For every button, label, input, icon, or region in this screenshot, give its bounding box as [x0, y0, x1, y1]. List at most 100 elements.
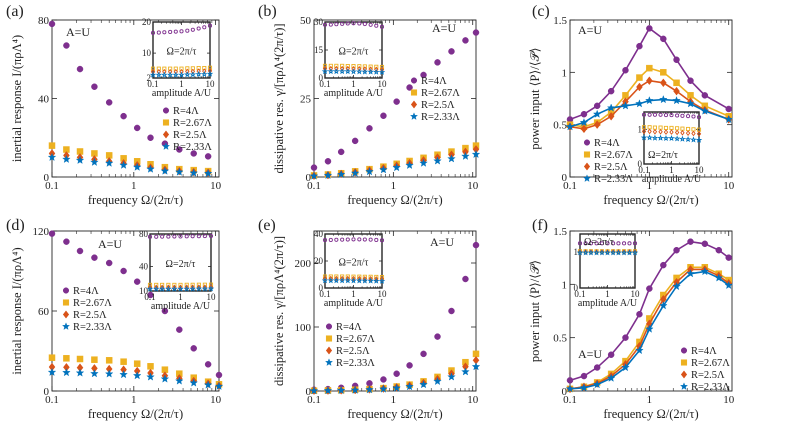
legend-marker: [62, 322, 70, 330]
data-point: [328, 275, 333, 282]
y-tick-label: 0: [562, 172, 568, 184]
data-point: [334, 65, 339, 72]
data-point: [687, 77, 694, 84]
inset-annotation: Ω=2π/τ: [648, 150, 678, 161]
series-circle: [150, 23, 213, 35]
data-point: [724, 280, 733, 290]
panel-a: (a) 0.1 1 10 0 40 80 frequency Ω/(2π/τ) inertial…: [6, 3, 222, 207]
data-point: [593, 102, 601, 110]
legend-marker: [325, 335, 333, 342]
panel-label: (a): [6, 3, 24, 20]
data-point: [132, 371, 142, 380]
data-point: [165, 285, 172, 292]
data-point: [405, 160, 414, 169]
data-point: [660, 35, 667, 43]
data-point: [104, 158, 114, 167]
annotation-amplitude: A=U: [432, 21, 456, 35]
inset-x-axis-label: amplitude A/U: [151, 301, 211, 312]
data-point: [583, 241, 588, 246]
data-point: [374, 237, 379, 242]
legend-entry: R=4Λ: [594, 138, 620, 149]
x-tick-label: 1: [647, 180, 653, 192]
data-point: [204, 153, 212, 160]
data-point: [379, 64, 385, 70]
series-star: [321, 68, 386, 75]
data-point: [162, 30, 167, 35]
data-point: [357, 66, 362, 72]
data-point: [340, 237, 345, 242]
data-point: [687, 238, 694, 245]
x-tick-label: 1: [391, 394, 397, 406]
legend-marker: [583, 162, 591, 171]
data-point: [393, 98, 400, 105]
data-point: [362, 237, 367, 242]
legend-marker: [162, 119, 170, 126]
y-axis-label: power input ⟨P⟩/⟨𝒫⟩: [528, 260, 542, 362]
data-point: [190, 27, 195, 32]
data-point: [434, 333, 441, 340]
data-point: [166, 71, 174, 78]
legend-marker: [680, 359, 688, 366]
data-point: [350, 385, 360, 394]
x-tick-label: 10: [467, 394, 479, 406]
data-point: [433, 156, 442, 165]
legend-entry: R=2.5Λ: [691, 370, 725, 381]
legend-entry: R=4Λ: [173, 106, 199, 117]
data-point: [357, 275, 362, 282]
data-point: [673, 246, 680, 254]
data-point: [105, 259, 113, 267]
legend-entry: R=4Λ: [421, 76, 447, 87]
data-point: [593, 249, 600, 256]
series-circle: [310, 29, 480, 171]
legend-entry: R=2.67Λ: [594, 150, 633, 161]
data-point: [91, 83, 98, 90]
legend-entry: R=2.5Λ: [421, 100, 455, 111]
data-point: [577, 241, 583, 246]
data-point: [344, 68, 351, 75]
x-tick-label: 10: [695, 165, 705, 175]
data-point: [646, 134, 653, 141]
data-point: [208, 233, 214, 239]
data-point: [715, 246, 723, 254]
x-tick-label: 10: [207, 292, 217, 302]
x-tick-label: 0.1: [307, 180, 321, 192]
data-point: [374, 64, 379, 69]
data-point: [622, 66, 629, 74]
series-star: [321, 277, 386, 284]
y-tick-label: 1: [574, 247, 579, 257]
data-point: [76, 65, 84, 73]
x-tick-label: 10: [631, 289, 641, 299]
series-star: [565, 267, 733, 393]
data-point: [322, 238, 328, 243]
data-point: [345, 65, 350, 72]
y-tick-label: 1: [638, 124, 643, 134]
data-point: [201, 70, 208, 77]
legend-entry: R=2.5Λ: [173, 130, 207, 141]
data-point: [686, 114, 691, 119]
data-point: [340, 63, 345, 68]
inset-annotation: Ω=2π/τ: [339, 46, 369, 57]
y-tick-label: 80: [139, 229, 149, 239]
x-tick-label: 1: [605, 289, 610, 299]
panel-label: (c): [532, 3, 550, 20]
data-point: [680, 129, 685, 136]
data-point: [356, 68, 363, 75]
data-point: [179, 29, 184, 34]
data-point: [725, 105, 732, 113]
data-point: [327, 68, 335, 75]
data-point: [685, 130, 691, 136]
annotation-amplitude: A=U: [98, 237, 122, 251]
data-point: [63, 238, 70, 245]
data-point: [361, 277, 369, 284]
data-point: [588, 241, 593, 246]
data-point: [178, 234, 183, 239]
data-point: [156, 30, 161, 35]
data-point: [672, 282, 681, 291]
data-point: [646, 64, 653, 72]
x-tick-label: 10: [210, 180, 222, 192]
data-point: [566, 377, 574, 384]
x-tick-label: 1: [131, 394, 137, 406]
panel-label: (d): [6, 217, 25, 234]
